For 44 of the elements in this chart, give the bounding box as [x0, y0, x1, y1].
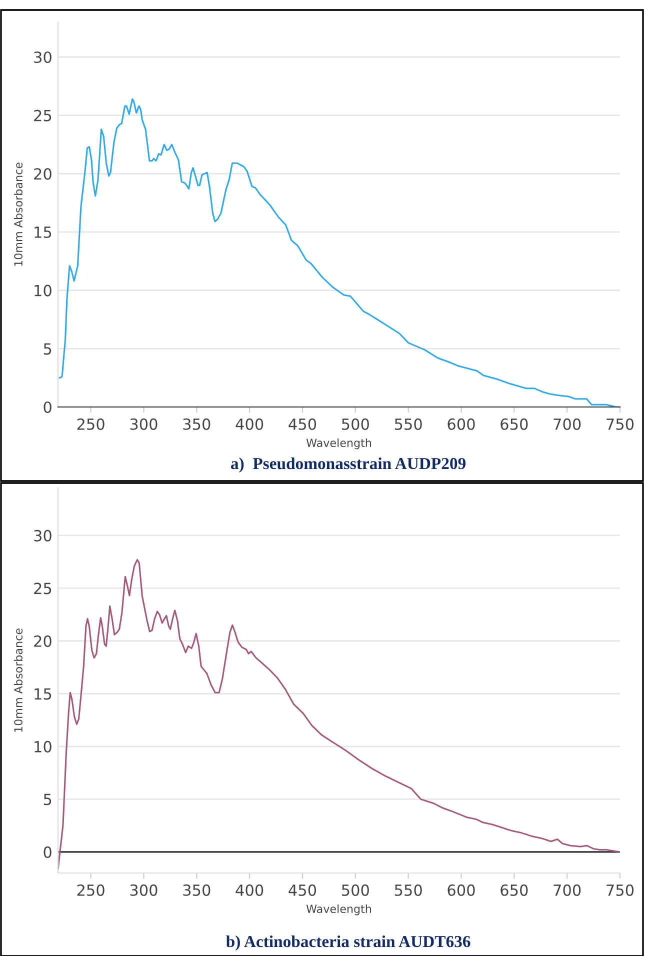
x-tick-label: 600: [448, 418, 475, 430]
x-tick-label: 650: [500, 418, 528, 430]
x-tick-label: 650: [500, 884, 528, 896]
x-tick-label: 450: [288, 418, 316, 430]
x-tick-label: 300: [130, 884, 158, 896]
x-tick-label: 250: [77, 884, 104, 896]
y-tick-label: 15: [34, 688, 52, 700]
x-tick-label: 750: [606, 418, 634, 430]
line-series: [58, 558, 620, 870]
x-tick-label: 250: [77, 418, 104, 430]
x-tick-label: 350: [183, 418, 210, 430]
x-tick-label: 500: [342, 418, 369, 430]
y-tick-label: 5: [44, 343, 52, 355]
x-tick-label: 300: [130, 418, 158, 430]
y-tick-label: 30: [34, 51, 52, 64]
x-tick-label: 400: [236, 884, 264, 896]
x-tick-label: 350: [183, 884, 210, 896]
y-tick-label: 20: [34, 168, 52, 180]
y-tick-label: 5: [44, 794, 52, 806]
y-tick-label: 20: [34, 635, 52, 647]
text: a) Pseudomonasstrain AUDP209: [231, 457, 466, 473]
y-tick-label: 10: [34, 284, 52, 296]
y-axis-title: 10mm Absorbance: [14, 162, 23, 266]
x-tick-label: 550: [394, 418, 422, 430]
y-tick-label: 25: [34, 110, 52, 122]
line-series: [58, 98, 620, 407]
y-tick-label: 0: [44, 846, 52, 858]
y-tick-label: 10: [34, 740, 52, 752]
x-tick-label: 500: [342, 884, 369, 896]
x-tick-label: 600: [448, 884, 475, 896]
x-tick-label: 700: [554, 884, 581, 896]
y-tick-label: 0: [44, 401, 52, 414]
y-tick-label: 15: [34, 226, 52, 238]
y-tick-label: 30: [34, 530, 52, 542]
x-tick-label: 400: [236, 418, 264, 430]
y-axis-title: 10mm Absorbance: [14, 628, 23, 732]
x-axis-title: Wavelength: [306, 438, 372, 450]
x-tick-label: 550: [394, 884, 422, 896]
y-tick-label: 25: [34, 582, 52, 594]
x-axis-title: Wavelength: [306, 904, 372, 916]
x-tick-label: 700: [554, 418, 581, 430]
x-tick-label: 750: [606, 884, 634, 896]
x-tick-label: 450: [288, 884, 316, 896]
text: b) Actinobacteria strain AUDT636: [226, 935, 470, 951]
